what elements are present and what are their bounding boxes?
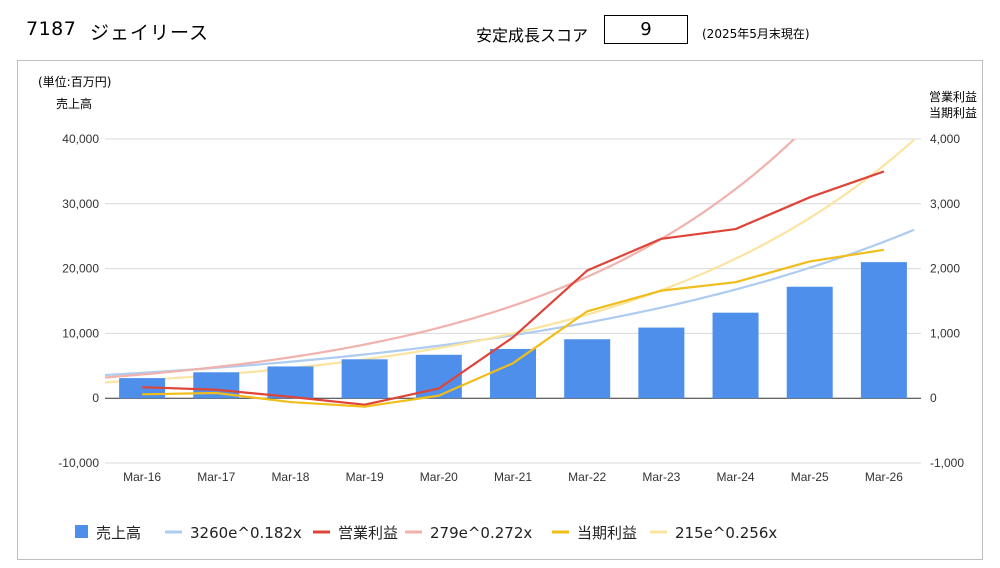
x-tick-label: Mar-19: [346, 470, 384, 484]
unit-label: (単位:百万円): [38, 74, 111, 89]
right-axis-title-1: 営業利益: [929, 90, 977, 104]
x-tick-label: Mar-20: [420, 470, 458, 484]
right-axis: 4,000 3,000 2,000 1,000 0 -1,000: [930, 132, 964, 470]
bar: [564, 339, 611, 399]
as-of-date: (2025年5月末現在): [702, 27, 810, 41]
legend-label: 215e^0.256x: [675, 524, 777, 542]
x-tick-label: Mar-22: [568, 470, 606, 484]
bar: [341, 359, 388, 399]
trendline: [105, 139, 796, 379]
left-axis: 40,000 30,000 20,000 10,000 0 -10,000: [58, 132, 99, 470]
x-tick-label: Mar-24: [717, 470, 755, 484]
bars: [119, 262, 907, 399]
legend-swatch: [75, 525, 88, 538]
bar: [490, 348, 536, 399]
bar: [638, 327, 685, 399]
series-lines: [142, 170, 885, 408]
left-tick-label: -10,000: [58, 456, 99, 470]
right-tick-label: 0: [930, 391, 937, 405]
x-tick-label: Mar-17: [197, 470, 235, 484]
x-tick-label: Mar-16: [123, 470, 161, 484]
ticker-code: 7187: [26, 18, 77, 40]
left-tick-label: 0: [92, 391, 99, 405]
left-axis-title: 売上高: [56, 96, 92, 111]
x-tick-label: Mar-21: [494, 470, 532, 484]
bar: [860, 262, 907, 399]
score-value: 9: [604, 15, 688, 44]
x-tick-label: Mar-26: [865, 470, 903, 484]
bar: [267, 366, 314, 399]
x-axis: Mar-16 Mar-17 Mar-18 Mar-19 Mar-20 Mar-21 Mar-…: [123, 470, 903, 484]
legend-label: 営業利益: [338, 524, 398, 542]
x-tick-label: Mar-23: [642, 470, 680, 484]
x-tick-label: Mar-18: [271, 470, 309, 484]
x-tick-label: Mar-25: [791, 470, 829, 484]
bar: [712, 312, 759, 399]
series-line: [142, 170, 885, 406]
right-tick-label: 3,000: [930, 197, 960, 211]
bar: [786, 286, 833, 399]
legend-label: 当期利益: [577, 524, 637, 542]
legend-label: 279e^0.272x: [430, 524, 532, 542]
page-header: 7187 ジェイリース 安定成長スコア 9 (2025年5月末現在): [0, 0, 1000, 60]
left-tick-label: 20,000: [62, 262, 99, 276]
score-label: 安定成長スコア: [476, 26, 589, 45]
left-tick-label: 30,000: [62, 197, 99, 211]
right-axis-title-2: 当期利益: [929, 106, 977, 120]
left-tick-label: 10,000: [62, 326, 99, 340]
left-tick-label: 40,000: [62, 132, 99, 146]
right-tick-label: 1,000: [930, 326, 960, 340]
company-name: ジェイリース: [90, 22, 210, 44]
legend: 売上高 3260e^0.182x 営業利益 279e^0.272x 当期利益 215e^0…: [75, 524, 777, 542]
right-tick-label: 4,000: [930, 132, 960, 146]
series-line: [142, 248, 885, 408]
legend-label: 3260e^0.182x: [190, 524, 302, 542]
right-tick-label: -1,000: [930, 456, 964, 470]
right-tick-label: 2,000: [930, 262, 960, 276]
chart-frame: [17, 60, 983, 560]
legend-label: 売上高: [96, 524, 141, 542]
